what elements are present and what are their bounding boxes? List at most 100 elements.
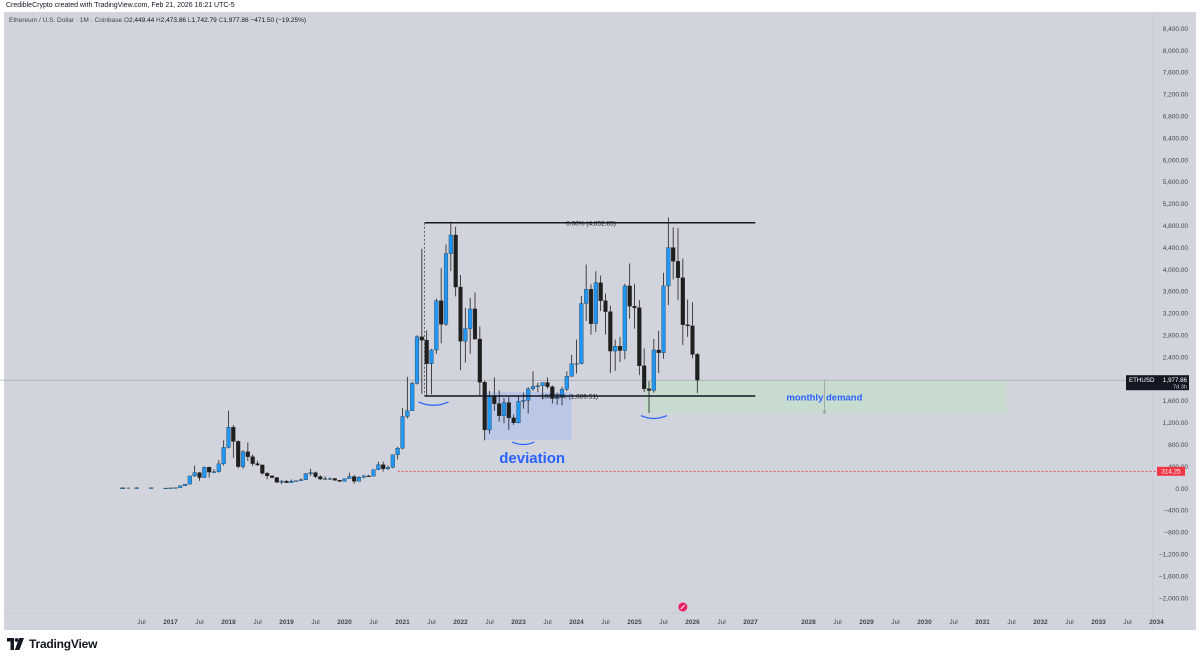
candle-body[interactable] — [506, 402, 511, 419]
candle-body[interactable] — [680, 277, 685, 325]
candle-body[interactable] — [187, 475, 192, 485]
candle-body[interactable] — [274, 477, 279, 483]
candle-body[interactable] — [492, 396, 497, 404]
candle-body[interactable] — [361, 475, 366, 478]
candle-body[interactable] — [569, 363, 574, 377]
candle-body[interactable] — [134, 487, 139, 489]
candle-body[interactable] — [439, 300, 444, 325]
candle-body[interactable] — [182, 483, 188, 486]
candle-body[interactable] — [463, 328, 468, 342]
candle-body[interactable] — [385, 467, 391, 469]
candle-body[interactable] — [269, 475, 275, 478]
candle-body[interactable] — [414, 336, 420, 384]
candle-body[interactable] — [226, 427, 231, 448]
candle-body[interactable] — [487, 396, 492, 431]
candle-body[interactable] — [526, 388, 531, 401]
candle-body[interactable] — [313, 472, 318, 477]
candle-body[interactable] — [598, 282, 603, 301]
candle-body[interactable] — [540, 382, 545, 386]
candle-body[interactable] — [675, 261, 681, 278]
candle-body[interactable] — [308, 472, 313, 474]
candle-body[interactable] — [656, 349, 661, 353]
candle-body[interactable] — [265, 473, 270, 477]
candle-body[interactable] — [381, 464, 386, 469]
candle-body[interactable] — [419, 336, 424, 341]
candle-body[interactable] — [211, 471, 217, 473]
candle-body[interactable] — [472, 308, 478, 340]
candle-body[interactable] — [453, 234, 458, 288]
candle-body[interactable] — [661, 285, 666, 353]
candle-body[interactable] — [255, 463, 260, 466]
candle-body[interactable] — [356, 477, 362, 482]
candle-body[interactable] — [236, 441, 241, 467]
candle-body[interactable] — [395, 447, 400, 455]
candle-body[interactable] — [221, 447, 226, 465]
candle-body[interactable] — [163, 487, 168, 490]
candle-body[interactable] — [622, 285, 627, 351]
candle-body[interactable] — [690, 325, 695, 355]
candle-body[interactable] — [390, 454, 395, 468]
candle-body[interactable] — [584, 289, 589, 304]
candle-body[interactable] — [327, 478, 333, 480]
candle-body[interactable] — [535, 385, 540, 387]
candle-body[interactable] — [588, 289, 594, 324]
candle-body[interactable] — [410, 383, 415, 411]
tradingview-logo[interactable]: TradingView — [7, 636, 97, 652]
candle-body[interactable] — [429, 349, 434, 364]
candle-body[interactable] — [448, 234, 453, 254]
candle-body[interactable] — [613, 345, 618, 352]
candle-body[interactable] — [371, 469, 376, 477]
candle-body[interactable] — [593, 282, 598, 324]
candle-body[interactable] — [284, 480, 289, 483]
candle-body[interactable] — [149, 487, 154, 489]
candle-body[interactable] — [347, 476, 352, 479]
candle-body[interactable] — [207, 466, 212, 473]
candle-body[interactable] — [318, 476, 323, 480]
candle-body[interactable] — [173, 487, 178, 489]
candle-body[interactable] — [651, 349, 656, 391]
candle-body[interactable] — [501, 402, 507, 416]
candle-body[interactable] — [516, 401, 521, 423]
candle-body[interactable] — [685, 324, 690, 327]
candle-body[interactable] — [424, 339, 429, 364]
candle-body[interactable] — [376, 464, 381, 470]
candle-body[interactable] — [178, 485, 183, 488]
candle-body[interactable] — [637, 307, 642, 367]
candle-body[interactable] — [303, 473, 308, 480]
candle-body[interactable] — [443, 253, 449, 325]
candle-body[interactable] — [574, 363, 579, 365]
candle-body[interactable] — [550, 386, 555, 399]
candle-body[interactable] — [434, 300, 439, 351]
candle-body[interactable] — [240, 451, 246, 467]
candle-body[interactable] — [279, 480, 284, 483]
candle-body[interactable] — [337, 480, 342, 482]
candle-body[interactable] — [366, 475, 371, 477]
candle-body[interactable] — [323, 478, 328, 480]
price-label-box[interactable] — [1126, 375, 1189, 391]
candle-body[interactable] — [579, 303, 584, 364]
candle-body[interactable] — [559, 388, 565, 398]
line-label-box[interactable] — [1157, 466, 1185, 476]
candle-body[interactable] — [468, 308, 473, 329]
candle-body[interactable] — [400, 416, 405, 449]
candle-body[interactable] — [332, 478, 337, 481]
candle-body[interactable] — [250, 456, 255, 464]
zone-monthly-demand[interactable] — [644, 380, 1007, 414]
candle-body[interactable] — [298, 479, 304, 481]
candle-body[interactable] — [530, 385, 536, 390]
candle-body[interactable] — [260, 464, 265, 474]
candle-body[interactable] — [555, 396, 560, 399]
candle-body[interactable] — [564, 376, 569, 390]
candle-body[interactable] — [216, 463, 221, 472]
candle-body[interactable] — [521, 400, 526, 402]
candle-body[interactable] — [477, 338, 482, 383]
candle-body[interactable] — [695, 354, 700, 381]
candle-body[interactable] — [646, 388, 652, 391]
candle-body[interactable] — [642, 365, 647, 390]
candle-body[interactable] — [497, 403, 502, 416]
candle-body[interactable] — [197, 472, 202, 478]
candle-body[interactable] — [627, 285, 632, 307]
candle-body[interactable] — [342, 478, 347, 482]
candle-body[interactable] — [192, 472, 197, 477]
